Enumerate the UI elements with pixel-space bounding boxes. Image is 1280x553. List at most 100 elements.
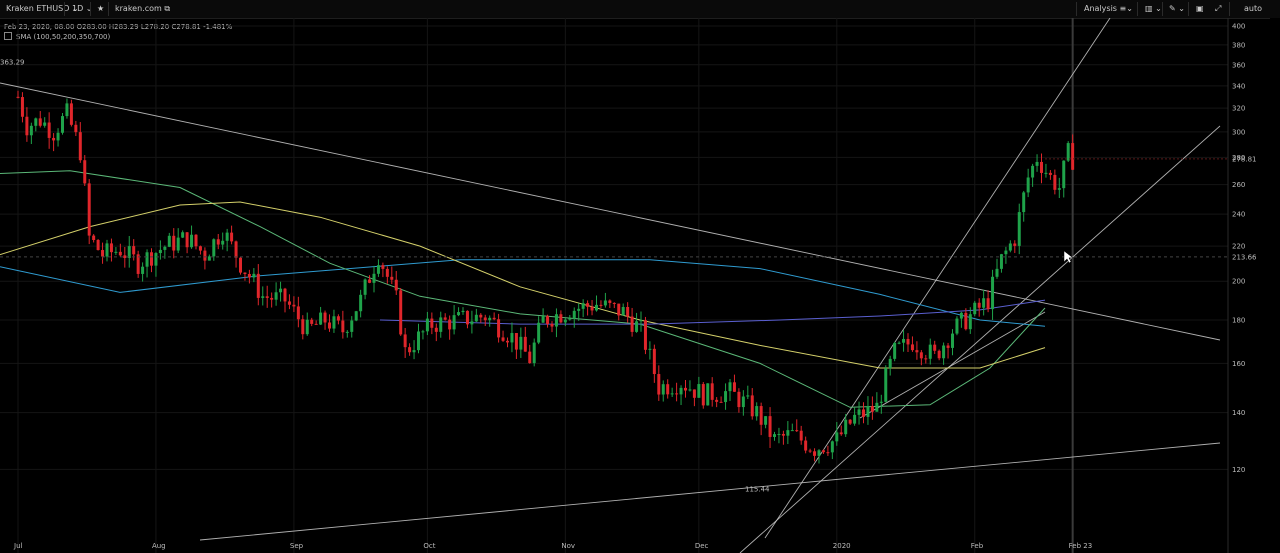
candle-body bbox=[643, 320, 647, 350]
interval-select[interactable]: 1D ⌄ bbox=[68, 0, 97, 18]
star-icon[interactable]: ★ bbox=[97, 4, 105, 13]
candle-body bbox=[328, 322, 331, 329]
candles bbox=[16, 90, 1075, 464]
candle-body bbox=[893, 342, 897, 359]
candle-body bbox=[150, 252, 153, 266]
candle-body bbox=[577, 308, 581, 311]
candle-body bbox=[354, 311, 358, 321]
candle-body bbox=[648, 348, 652, 350]
high-marker: 363.29 bbox=[0, 58, 25, 66]
candle-body bbox=[835, 432, 839, 442]
candle-body bbox=[319, 312, 323, 325]
candle-body bbox=[933, 344, 937, 351]
candle-body bbox=[621, 306, 625, 316]
candle-body bbox=[287, 301, 291, 305]
candle-body bbox=[937, 350, 941, 359]
candle-body bbox=[692, 389, 696, 398]
candle-body bbox=[1066, 143, 1070, 161]
candle-body bbox=[519, 336, 523, 350]
candle-body bbox=[87, 183, 91, 236]
overlay: 363.29 115.44 bbox=[0, 58, 1228, 494]
candle-body bbox=[448, 319, 452, 330]
y-tick-label: 220 bbox=[1232, 243, 1245, 251]
candle-body bbox=[839, 432, 843, 435]
candle-body bbox=[376, 265, 380, 274]
candle-body bbox=[919, 352, 923, 359]
candle-body bbox=[701, 384, 705, 406]
candle-body bbox=[52, 137, 56, 141]
candle-body bbox=[1031, 165, 1035, 178]
candle-body bbox=[964, 312, 968, 330]
trendline[interactable] bbox=[199, 442, 1221, 541]
chart-type-button[interactable]: ▥ ⌄ bbox=[1141, 0, 1166, 18]
candle-body bbox=[421, 331, 425, 333]
expand-icon: ⤢ bbox=[1215, 4, 1222, 13]
candle-body bbox=[590, 306, 594, 311]
candle-body bbox=[991, 276, 995, 310]
candle-body bbox=[368, 279, 372, 283]
auto-scale-button[interactable]: auto bbox=[1244, 4, 1263, 13]
draw-tool-button[interactable]: ✎ ⌄ bbox=[1165, 0, 1189, 18]
fullscreen-button[interactable]: ⤢ bbox=[1211, 0, 1225, 18]
analysis-button[interactable]: Analysis ≡⌄ bbox=[1080, 0, 1137, 18]
symbol-select[interactable]: Kraken ETHUSD ⌄ bbox=[2, 0, 83, 18]
save-layout-button[interactable]: ▣ bbox=[1192, 0, 1208, 18]
trendlines bbox=[0, 18, 1221, 553]
candle-body bbox=[670, 393, 674, 395]
candle-body bbox=[728, 382, 732, 392]
candle-body bbox=[808, 450, 812, 452]
candle-body bbox=[884, 368, 888, 402]
x-tick-label: Feb 23 bbox=[1069, 542, 1093, 550]
cursor-icon bbox=[1063, 250, 1074, 264]
checkbox-icon bbox=[4, 32, 12, 40]
candle-body bbox=[710, 383, 714, 400]
trendline[interactable] bbox=[739, 125, 1221, 553]
price-chart[interactable]: 363.29 115.44 120 140 160 180 200 220 240 260 280… bbox=[0, 18, 1270, 553]
candle-body bbox=[684, 387, 687, 391]
candle-body bbox=[359, 294, 363, 312]
candle-body bbox=[581, 303, 585, 309]
candle-body bbox=[1035, 161, 1039, 166]
candle-body bbox=[986, 298, 990, 310]
candle-body bbox=[403, 334, 407, 348]
candle-body bbox=[123, 255, 127, 259]
chevron-down-icon: ⌄ bbox=[71, 4, 79, 13]
x-tick-label: Sep bbox=[290, 542, 304, 550]
y-tick-label: 300 bbox=[1232, 128, 1245, 136]
x-tick-label: Aug bbox=[152, 542, 166, 550]
candle-body bbox=[982, 298, 986, 308]
candle-body bbox=[69, 103, 73, 125]
y-tick-label: 120 bbox=[1232, 466, 1245, 474]
candle-body bbox=[724, 391, 728, 403]
sma-legend[interactable]: SMA (100,50,200,350,700) bbox=[4, 32, 232, 42]
trendline[interactable] bbox=[859, 311, 1046, 419]
candle-body bbox=[630, 316, 634, 332]
candle-body bbox=[635, 321, 639, 332]
candle-body bbox=[283, 288, 287, 302]
candle-body bbox=[546, 316, 550, 324]
candle-body bbox=[666, 384, 670, 395]
candle-body bbox=[301, 319, 305, 335]
candle-body bbox=[101, 250, 105, 257]
trendline[interactable] bbox=[764, 18, 1111, 539]
candle-body bbox=[537, 322, 541, 343]
candle-body bbox=[230, 232, 234, 242]
candle-body bbox=[399, 290, 403, 335]
candle-body bbox=[20, 97, 24, 117]
trendline[interactable] bbox=[0, 82, 1221, 341]
candle-body bbox=[78, 132, 82, 161]
candle-body bbox=[706, 383, 710, 406]
candle-body bbox=[145, 252, 149, 267]
exchange-label: kraken.com bbox=[115, 4, 162, 13]
candle-body bbox=[207, 256, 211, 261]
candle-body bbox=[559, 314, 563, 323]
candle-body bbox=[109, 243, 113, 253]
x-tick-label: 2020 bbox=[833, 542, 851, 550]
candle-body bbox=[457, 312, 461, 316]
exchange-link[interactable]: kraken.com ⧉ bbox=[111, 0, 174, 18]
candle-body bbox=[350, 320, 354, 332]
candle-body bbox=[804, 440, 808, 451]
y-tick-label: 260 bbox=[1232, 181, 1245, 189]
candle-body bbox=[862, 409, 865, 417]
candle-body bbox=[902, 338, 906, 343]
